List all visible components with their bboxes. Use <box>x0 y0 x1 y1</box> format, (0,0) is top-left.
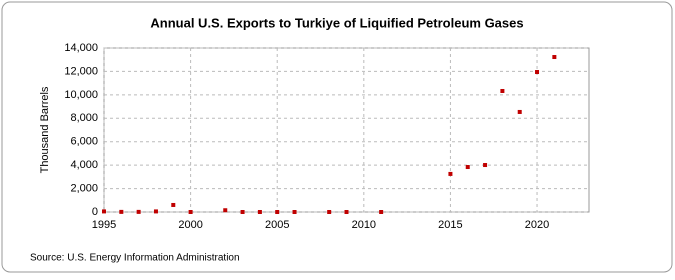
x-tick-label: 2015 <box>438 219 462 231</box>
data-point <box>483 163 488 168</box>
data-point <box>153 209 158 214</box>
data-point <box>171 202 176 207</box>
y-tick-label: 2,000 <box>70 182 98 194</box>
y-tick-label: 8,000 <box>70 112 98 124</box>
data-point <box>344 210 349 214</box>
x-tick-label: 2005 <box>265 219 289 231</box>
y-tick-label: 14,000 <box>64 42 98 54</box>
data-point <box>119 209 124 214</box>
x-tick-label: 2020 <box>525 219 549 231</box>
data-point <box>517 109 522 114</box>
data-point <box>275 210 280 214</box>
chart-title: Annual U.S. Exports to Turkiye of Liquif… <box>150 15 523 30</box>
data-point <box>535 70 540 75</box>
data-point <box>465 165 470 170</box>
data-point <box>292 210 297 214</box>
y-tick-label: 0 <box>92 206 98 218</box>
y-axis-label: Thousand Barrels <box>39 86 51 173</box>
data-point <box>257 210 262 214</box>
y-tick-label: 6,000 <box>70 136 98 148</box>
data-point <box>448 171 453 176</box>
data-point <box>240 210 245 214</box>
y-tick-label: 10,000 <box>64 89 98 101</box>
x-tick-label: 1995 <box>92 219 116 231</box>
x-tick-label: 2000 <box>178 219 202 231</box>
y-tick-label: 4,000 <box>70 159 98 171</box>
data-point <box>223 208 228 213</box>
plot-area <box>103 47 590 213</box>
data-point <box>379 210 384 214</box>
x-tick-label: 2010 <box>352 219 376 231</box>
data-point <box>188 210 193 214</box>
data-point <box>102 209 106 214</box>
source-note: Source: U.S. Energy Information Administ… <box>30 253 240 264</box>
data-point <box>552 55 557 60</box>
data-point <box>327 210 332 214</box>
y-tick-label: 12,000 <box>64 65 98 77</box>
data-point <box>500 88 505 93</box>
data-point <box>136 209 141 214</box>
